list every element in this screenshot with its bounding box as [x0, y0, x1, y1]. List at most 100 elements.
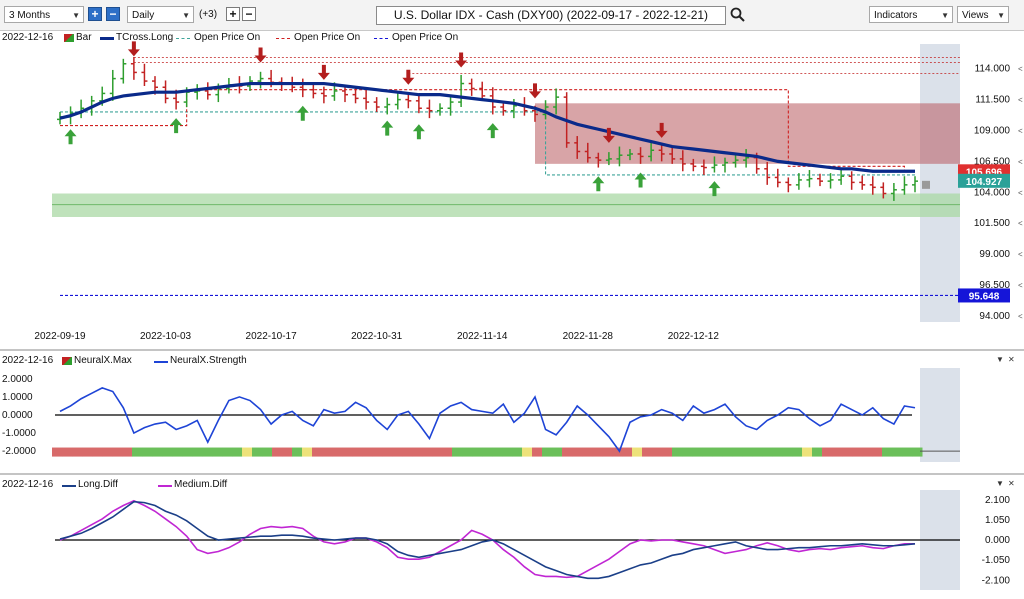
neuralx-max-cell — [522, 447, 533, 457]
neuralx-max-cell — [502, 447, 513, 457]
neuralx-max-cell — [492, 447, 503, 457]
panel3-date: 2022-12-16 — [2, 479, 54, 490]
neuralx-max-cell — [172, 447, 183, 457]
neuralx-max-cell — [852, 447, 863, 457]
price-tick-label: 111.500 — [975, 95, 1010, 106]
long-diff-line — [59, 500, 916, 580]
diff-tick-label: -2.100 — [982, 575, 1011, 586]
ohlc-bar — [869, 176, 876, 195]
price-tick-label: 109.000 — [974, 125, 1011, 136]
ohlc-bar — [415, 94, 422, 114]
ohlc-bar — [521, 97, 528, 116]
bar-marker — [922, 180, 930, 189]
neuralx-max-cell — [832, 447, 843, 457]
neuralx-max-cell — [272, 447, 283, 457]
neuralx-max-cell — [612, 447, 623, 457]
tcross-legend-icon — [100, 37, 114, 40]
neuralx-max-cell — [282, 447, 293, 457]
svg-text:✕: ✕ — [1008, 355, 1015, 364]
chevron-down-icon: ▼ — [182, 11, 190, 20]
scroll-arrow-icon: < — [1018, 96, 1023, 105]
ohlc-bar — [373, 97, 380, 112]
neuralx-max-cell — [312, 447, 323, 457]
neuralx-max-cell — [202, 447, 213, 457]
diff-tick-label: 0.000 — [985, 535, 1010, 546]
indicators-button[interactable]: Indicators ▼ — [869, 6, 953, 23]
zoom-in-button[interactable]: + — [88, 7, 102, 21]
neuralx-max-cell — [662, 447, 673, 457]
ohlc-bar — [236, 76, 243, 94]
diff-tick-label: 2.100 — [985, 495, 1010, 506]
ohlc-bar — [426, 99, 433, 119]
scroll-arrow-icon: < — [1018, 219, 1023, 228]
neuralx-max-cell — [762, 447, 773, 457]
tcross-long-line — [59, 81, 915, 173]
svg-text:✕: ✕ — [1008, 479, 1015, 488]
last-price-label: 95.648 — [969, 291, 1000, 302]
last-price-badge — [958, 288, 1010, 303]
date-tick-label: 2022-11-14 — [457, 331, 508, 342]
offset-plus-button[interactable]: + — [226, 7, 240, 21]
price-tick-label: 96.500 — [979, 280, 1010, 291]
neuralx-max-cell — [452, 447, 463, 457]
date-tick-label: 2022-10-31 — [351, 331, 403, 342]
neuralx-max-cell — [262, 447, 273, 457]
neuralx-max-cell — [442, 447, 453, 457]
minus-icon: − — [245, 7, 253, 21]
neuralx-max-cell — [112, 447, 123, 457]
neuralx-max-cell — [592, 447, 603, 457]
neuralx-max-cell — [702, 447, 713, 457]
buy-arrow-icon — [634, 172, 647, 188]
legend-bar: Bar — [76, 32, 92, 43]
ohlc-bar — [130, 56, 137, 80]
ohlc-bar — [489, 87, 496, 115]
ohlc-bar — [542, 100, 549, 120]
ohlc-bar — [532, 105, 538, 122]
neuralx-max-cell — [62, 447, 73, 457]
ohlc-bar — [437, 103, 443, 116]
scroll-arrow-icon: < — [1018, 281, 1023, 290]
sell-arrow-icon — [655, 122, 668, 138]
ohlc-bar — [700, 159, 707, 175]
offset-minus-button[interactable]: − — [242, 7, 256, 21]
neuralx-max-legend-icon — [62, 357, 72, 365]
zoom-out-button[interactable]: − — [106, 7, 120, 21]
neuralx-max-cell — [102, 447, 113, 457]
neuralx-max-cell — [652, 447, 663, 457]
neuralx-max-cell — [792, 447, 803, 457]
ohlc-bar — [753, 152, 760, 174]
price-tick-label: 99.000 — [979, 249, 1010, 260]
ohlc-bar — [912, 176, 918, 193]
interval-select[interactable]: Daily ▼ — [127, 6, 194, 23]
neuralx-max-cell — [362, 447, 373, 457]
ohlc-bar — [310, 84, 317, 99]
neuralx-max-cell — [342, 447, 353, 457]
neuralx-max-cell — [372, 447, 383, 457]
ohlc-bar — [458, 74, 465, 108]
neuralx-max-cell — [632, 447, 643, 457]
search-icon[interactable] — [730, 7, 746, 23]
symbol-title[interactable]: U.S. Dollar IDX - Cash (DXY00) (2022-09-… — [376, 6, 726, 25]
ohlc-bar — [563, 92, 570, 148]
ohlc-bar — [553, 88, 560, 115]
neuralx-max-cell — [912, 447, 923, 457]
plus-icon: + — [229, 7, 237, 21]
date-tick-label: 2022-10-17 — [246, 331, 298, 342]
ohlc-bar — [268, 69, 275, 88]
neuralx-max-cell — [412, 447, 423, 457]
period-value: 3 Months — [9, 10, 51, 21]
ohlc-bar — [774, 168, 781, 188]
views-button[interactable]: Views ▼ — [957, 6, 1009, 23]
ohlc-bar — [658, 145, 665, 162]
last-price-label: 105.696 — [966, 167, 1003, 178]
legend-open-price-3: Open Price On — [392, 32, 459, 43]
last-price-label: 104.927 — [966, 177, 1003, 188]
ohlc-bar — [627, 149, 633, 161]
neuralx-tick-label: 0.0000 — [2, 410, 33, 421]
period-select[interactable]: 3 Months ▼ — [4, 6, 84, 23]
ohlc-bar — [468, 78, 475, 96]
scroll-arrow-icon: < — [1018, 188, 1023, 197]
long-diff-legend-icon — [62, 485, 76, 487]
ohlc-bar — [500, 102, 507, 116]
legend-open-price-1: Open Price On — [194, 32, 261, 43]
